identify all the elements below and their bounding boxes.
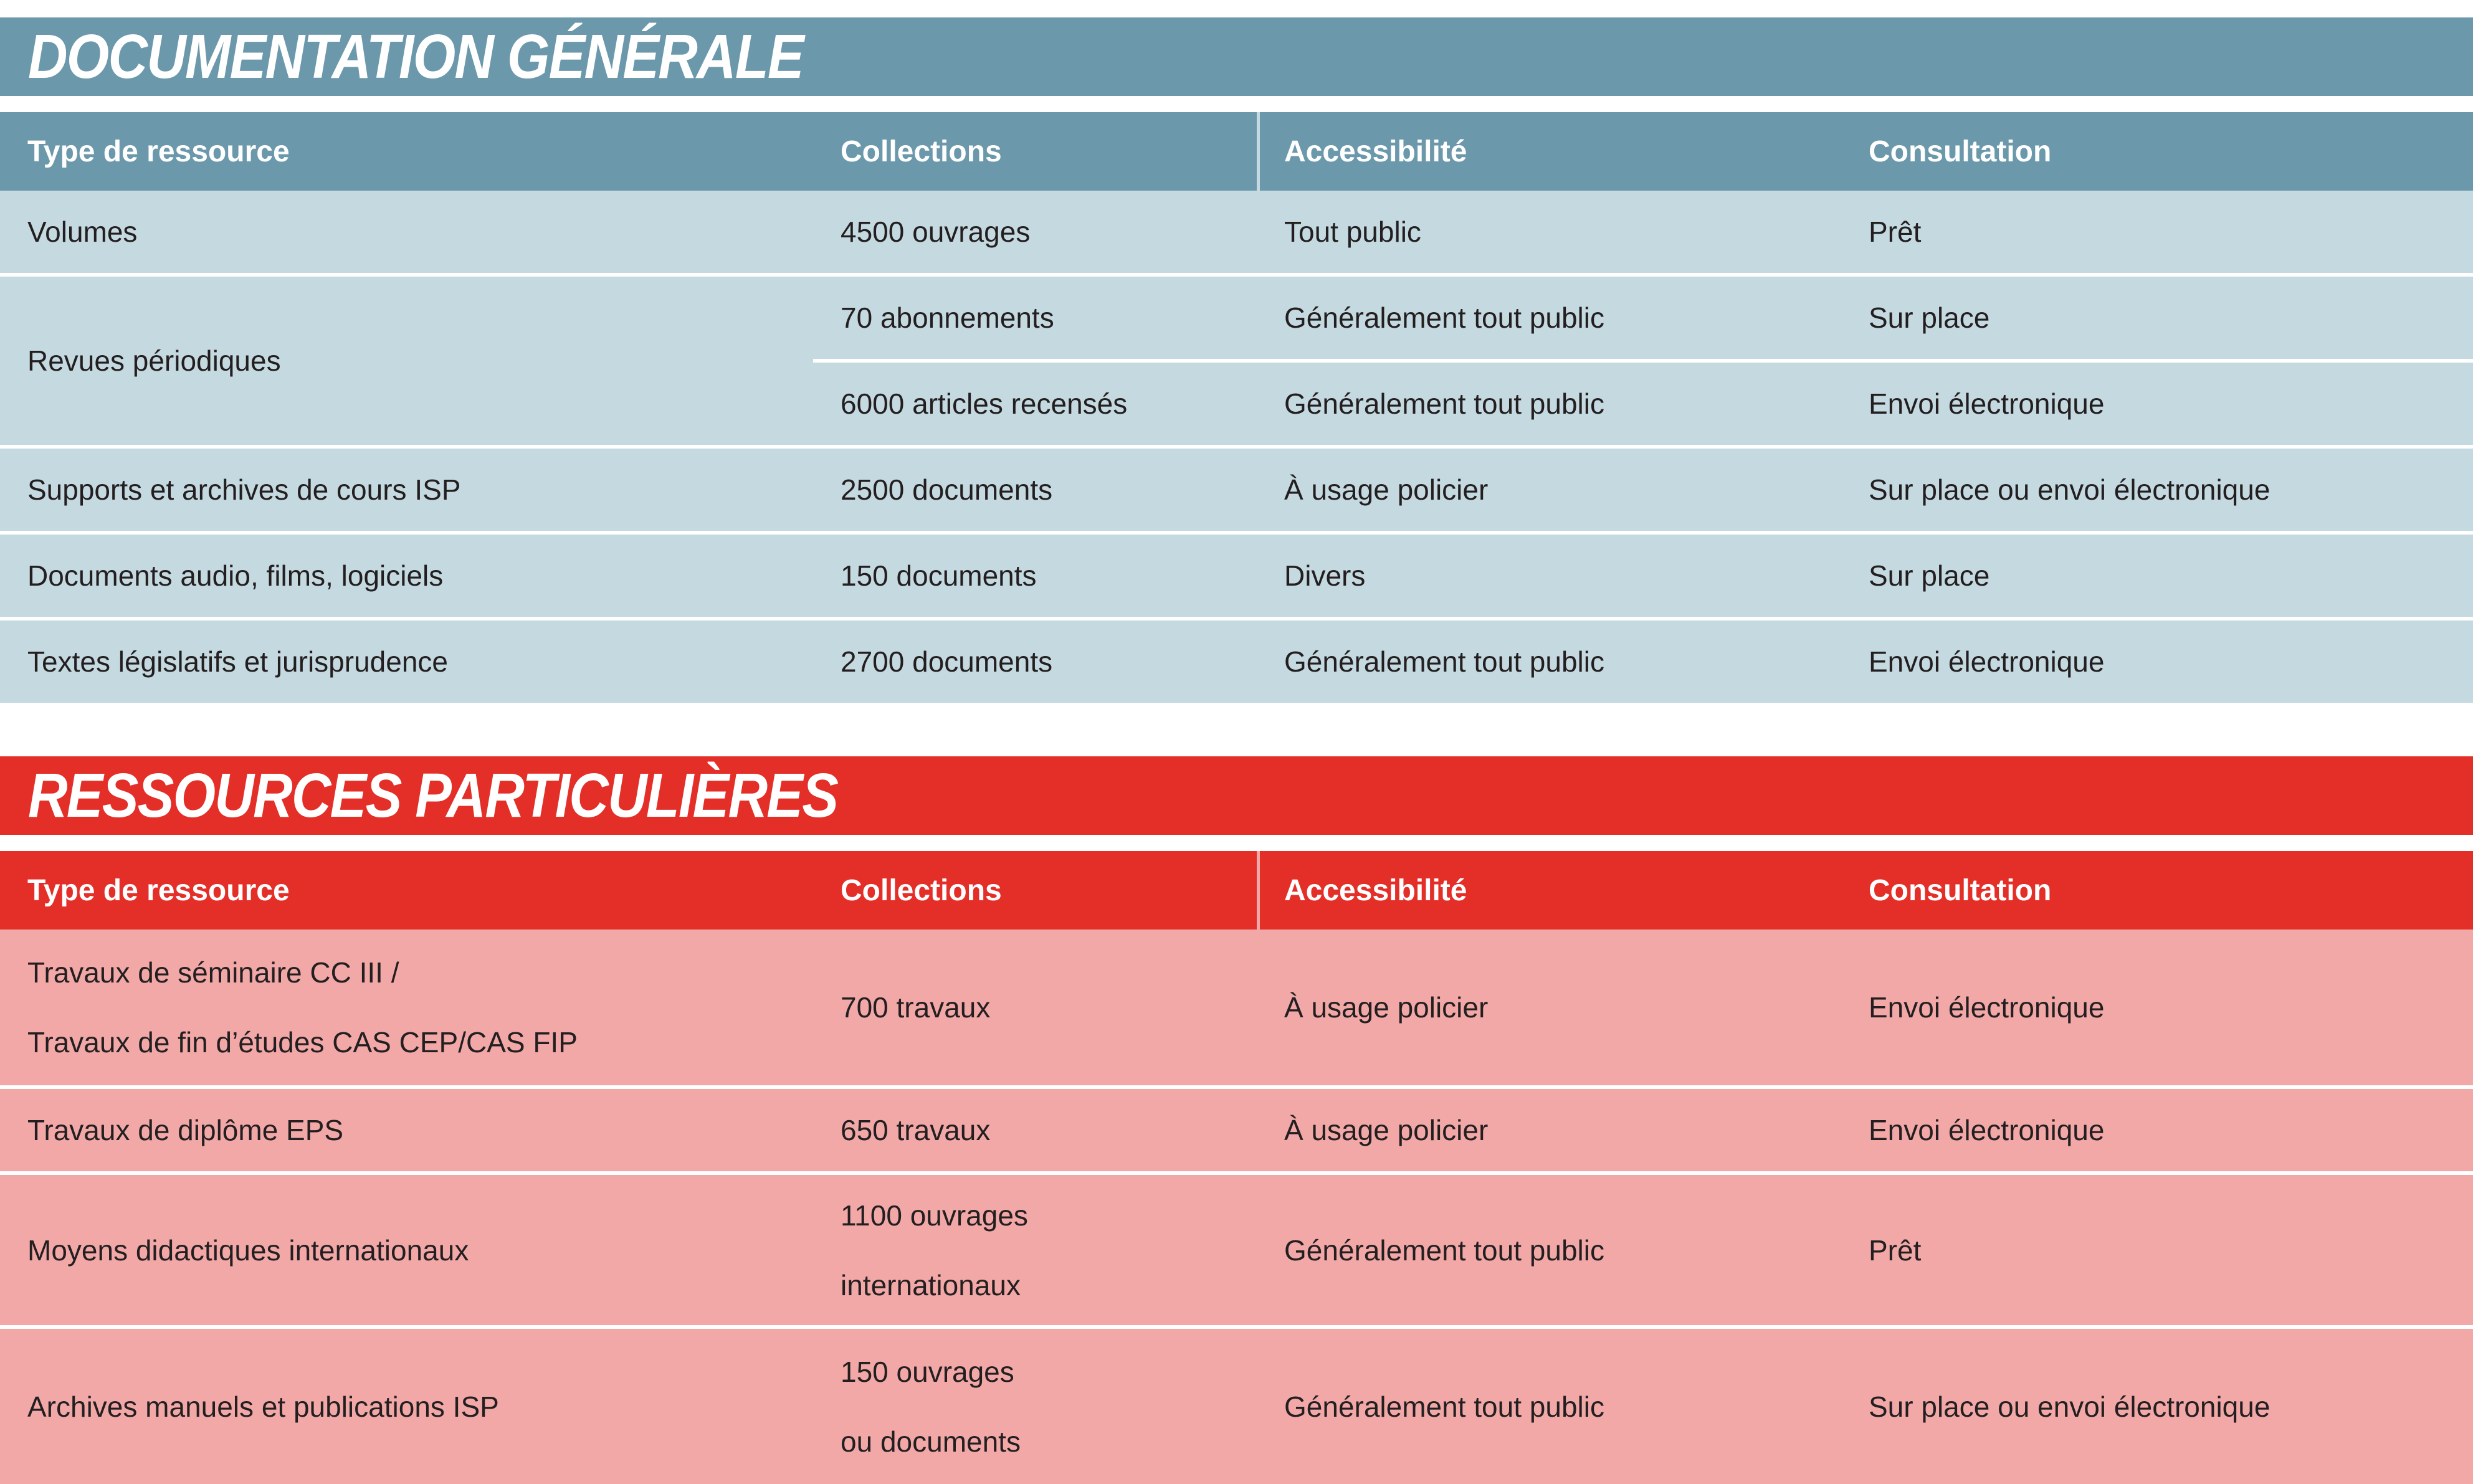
cell-accessibilite: Généralement tout public bbox=[1284, 1390, 1604, 1423]
section-title-banner: RESSOURCES PARTICULIÈRES bbox=[0, 756, 2473, 835]
cell-accessibilite: Généralement tout public bbox=[1284, 1234, 1604, 1267]
cell-collections: 2700 documents bbox=[841, 645, 1053, 678]
column-header-collections: Collections bbox=[841, 135, 1002, 168]
cell-type: Travaux de séminaire CC III / Travaux de… bbox=[0, 930, 813, 1085]
cell-accessibilite: Généralement tout public bbox=[1284, 388, 1604, 420]
cell-collections: 700 travaux bbox=[841, 991, 991, 1024]
cell-consultation: Sur place ou envoi électronique bbox=[1869, 473, 2270, 506]
cell-line: 1100 ouvrages bbox=[841, 1199, 1028, 1232]
cell-collections: 150 ouvrages ou documents bbox=[813, 1329, 1257, 1484]
cell-type: Archives manuels et publications ISP bbox=[27, 1390, 499, 1423]
row-separator bbox=[0, 1085, 2473, 1089]
table-header-row: Type de ressource Collections Accessibil… bbox=[0, 851, 2473, 930]
cell-type: Revues périodiques bbox=[27, 345, 281, 377]
table-row-volumes: Volumes 4500 ouvrages Tout public Prêt bbox=[0, 191, 2473, 273]
cell-accessibilite: À usage policier bbox=[1284, 1114, 1489, 1146]
row-separator bbox=[0, 1325, 2473, 1329]
cell-type: Textes législatifs et jurisprudence bbox=[27, 645, 448, 678]
row-separator bbox=[0, 1171, 2473, 1175]
cell-line: ou documents bbox=[841, 1425, 1021, 1458]
subrow-separator bbox=[813, 359, 2473, 363]
table-row-archives-manuels: Archives manuels et publications ISP 150… bbox=[0, 1329, 2473, 1484]
table-row-documents-audio: Documents audio, films, logiciels 150 do… bbox=[0, 535, 2473, 617]
column-header-accessibilite: Accessibilité bbox=[1257, 851, 1841, 930]
cell-consultation: Envoi électronique bbox=[1869, 645, 2105, 678]
cell-consultation: Prêt bbox=[1869, 216, 1922, 248]
table-ressources-particulieres: RESSOURCES PARTICULIÈRES Type de ressour… bbox=[0, 756, 2473, 1484]
row-separator bbox=[0, 531, 2473, 535]
cell-line: Travaux de séminaire CC III / bbox=[27, 956, 399, 989]
row-separator bbox=[0, 617, 2473, 621]
table-row-supports-cours: Supports et archives de cours ISP 2500 d… bbox=[0, 449, 2473, 531]
table-row-travaux-diplome: Travaux de diplôme EPS 650 travaux À usa… bbox=[0, 1089, 2473, 1171]
cell-collections: 2500 documents bbox=[841, 473, 1053, 506]
section-title-banner: DOCUMENTATION GÉNÉRALE bbox=[0, 17, 2473, 96]
cell-line: 150 ouvrages bbox=[841, 1355, 1014, 1388]
table-row-travaux-seminaire: Travaux de séminaire CC III / Travaux de… bbox=[0, 930, 2473, 1085]
cell-collections: 70 abonnements bbox=[841, 302, 1054, 334]
cell-consultation: Sur place bbox=[1869, 559, 1990, 592]
cell-accessibilite: Généralement tout public bbox=[1284, 645, 1604, 678]
cell-type: Moyens didactiques internationaux bbox=[27, 1234, 469, 1267]
cell-collections: 1100 ouvrages internationaux bbox=[813, 1175, 1257, 1325]
row-separator bbox=[0, 273, 2473, 277]
table-row-moyens-didactiques: Moyens didactiques internationaux 1100 o… bbox=[0, 1175, 2473, 1325]
cell-type: Documents audio, films, logiciels bbox=[27, 559, 444, 592]
column-header-accessibilite: Accessibilité bbox=[1257, 112, 1841, 191]
cell-collections: 4500 ouvrages bbox=[841, 216, 1031, 248]
cell-accessibilite: À usage policier bbox=[1284, 991, 1489, 1024]
cell-line: Travaux de fin d’études CAS CEP/CAS FIP bbox=[27, 1026, 578, 1058]
column-header-type: Type de ressource bbox=[27, 135, 290, 168]
cell-collections: 150 documents bbox=[841, 559, 1037, 592]
cell-accessibilite: Généralement tout public bbox=[1284, 302, 1604, 334]
cell-line: internationaux bbox=[841, 1268, 1021, 1301]
cell-collections: 6000 articles recensés bbox=[841, 388, 1128, 420]
column-header-type: Type de ressource bbox=[27, 873, 290, 907]
column-header-consultation: Consultation bbox=[1869, 873, 2052, 907]
cell-consultation: Envoi électronique bbox=[1869, 991, 2105, 1024]
cell-type: Volumes bbox=[27, 216, 138, 248]
cell-accessibilite: Tout public bbox=[1284, 216, 1421, 248]
cell-collections: 650 travaux bbox=[841, 1114, 991, 1146]
column-header-consultation: Consultation bbox=[1869, 135, 2052, 168]
cell-type: Supports et archives de cours ISP bbox=[27, 473, 461, 506]
cell-accessibilite: Divers bbox=[1284, 559, 1366, 592]
cell-consultation: Envoi électronique bbox=[1869, 1114, 2105, 1146]
table-row-textes-legislatifs: Textes législatifs et jurisprudence 2700… bbox=[0, 621, 2473, 703]
cell-consultation: Sur place bbox=[1869, 302, 1990, 334]
cell-consultation: Prêt bbox=[1869, 1234, 1922, 1267]
table-row-group-revues-periodiques: Revues périodiques 70 abonnements Généra… bbox=[0, 277, 2473, 445]
table-header-row: Type de ressource Collections Accessibil… bbox=[0, 112, 2473, 191]
row-separator bbox=[0, 445, 2473, 449]
cell-consultation: Envoi électronique bbox=[1869, 388, 2105, 420]
section-title: DOCUMENTATION GÉNÉRALE bbox=[28, 21, 804, 92]
column-header-collections: Collections bbox=[841, 873, 1002, 907]
section-title: RESSOURCES PARTICULIÈRES bbox=[28, 760, 839, 830]
cell-type: Travaux de diplôme EPS bbox=[27, 1114, 344, 1146]
cell-consultation: Sur place ou envoi électronique bbox=[1869, 1390, 2270, 1423]
section-gap bbox=[0, 703, 2473, 756]
cell-accessibilite: À usage policier bbox=[1284, 473, 1489, 506]
table-documentation-generale: DOCUMENTATION GÉNÉRALE Type de ressource… bbox=[0, 17, 2473, 703]
